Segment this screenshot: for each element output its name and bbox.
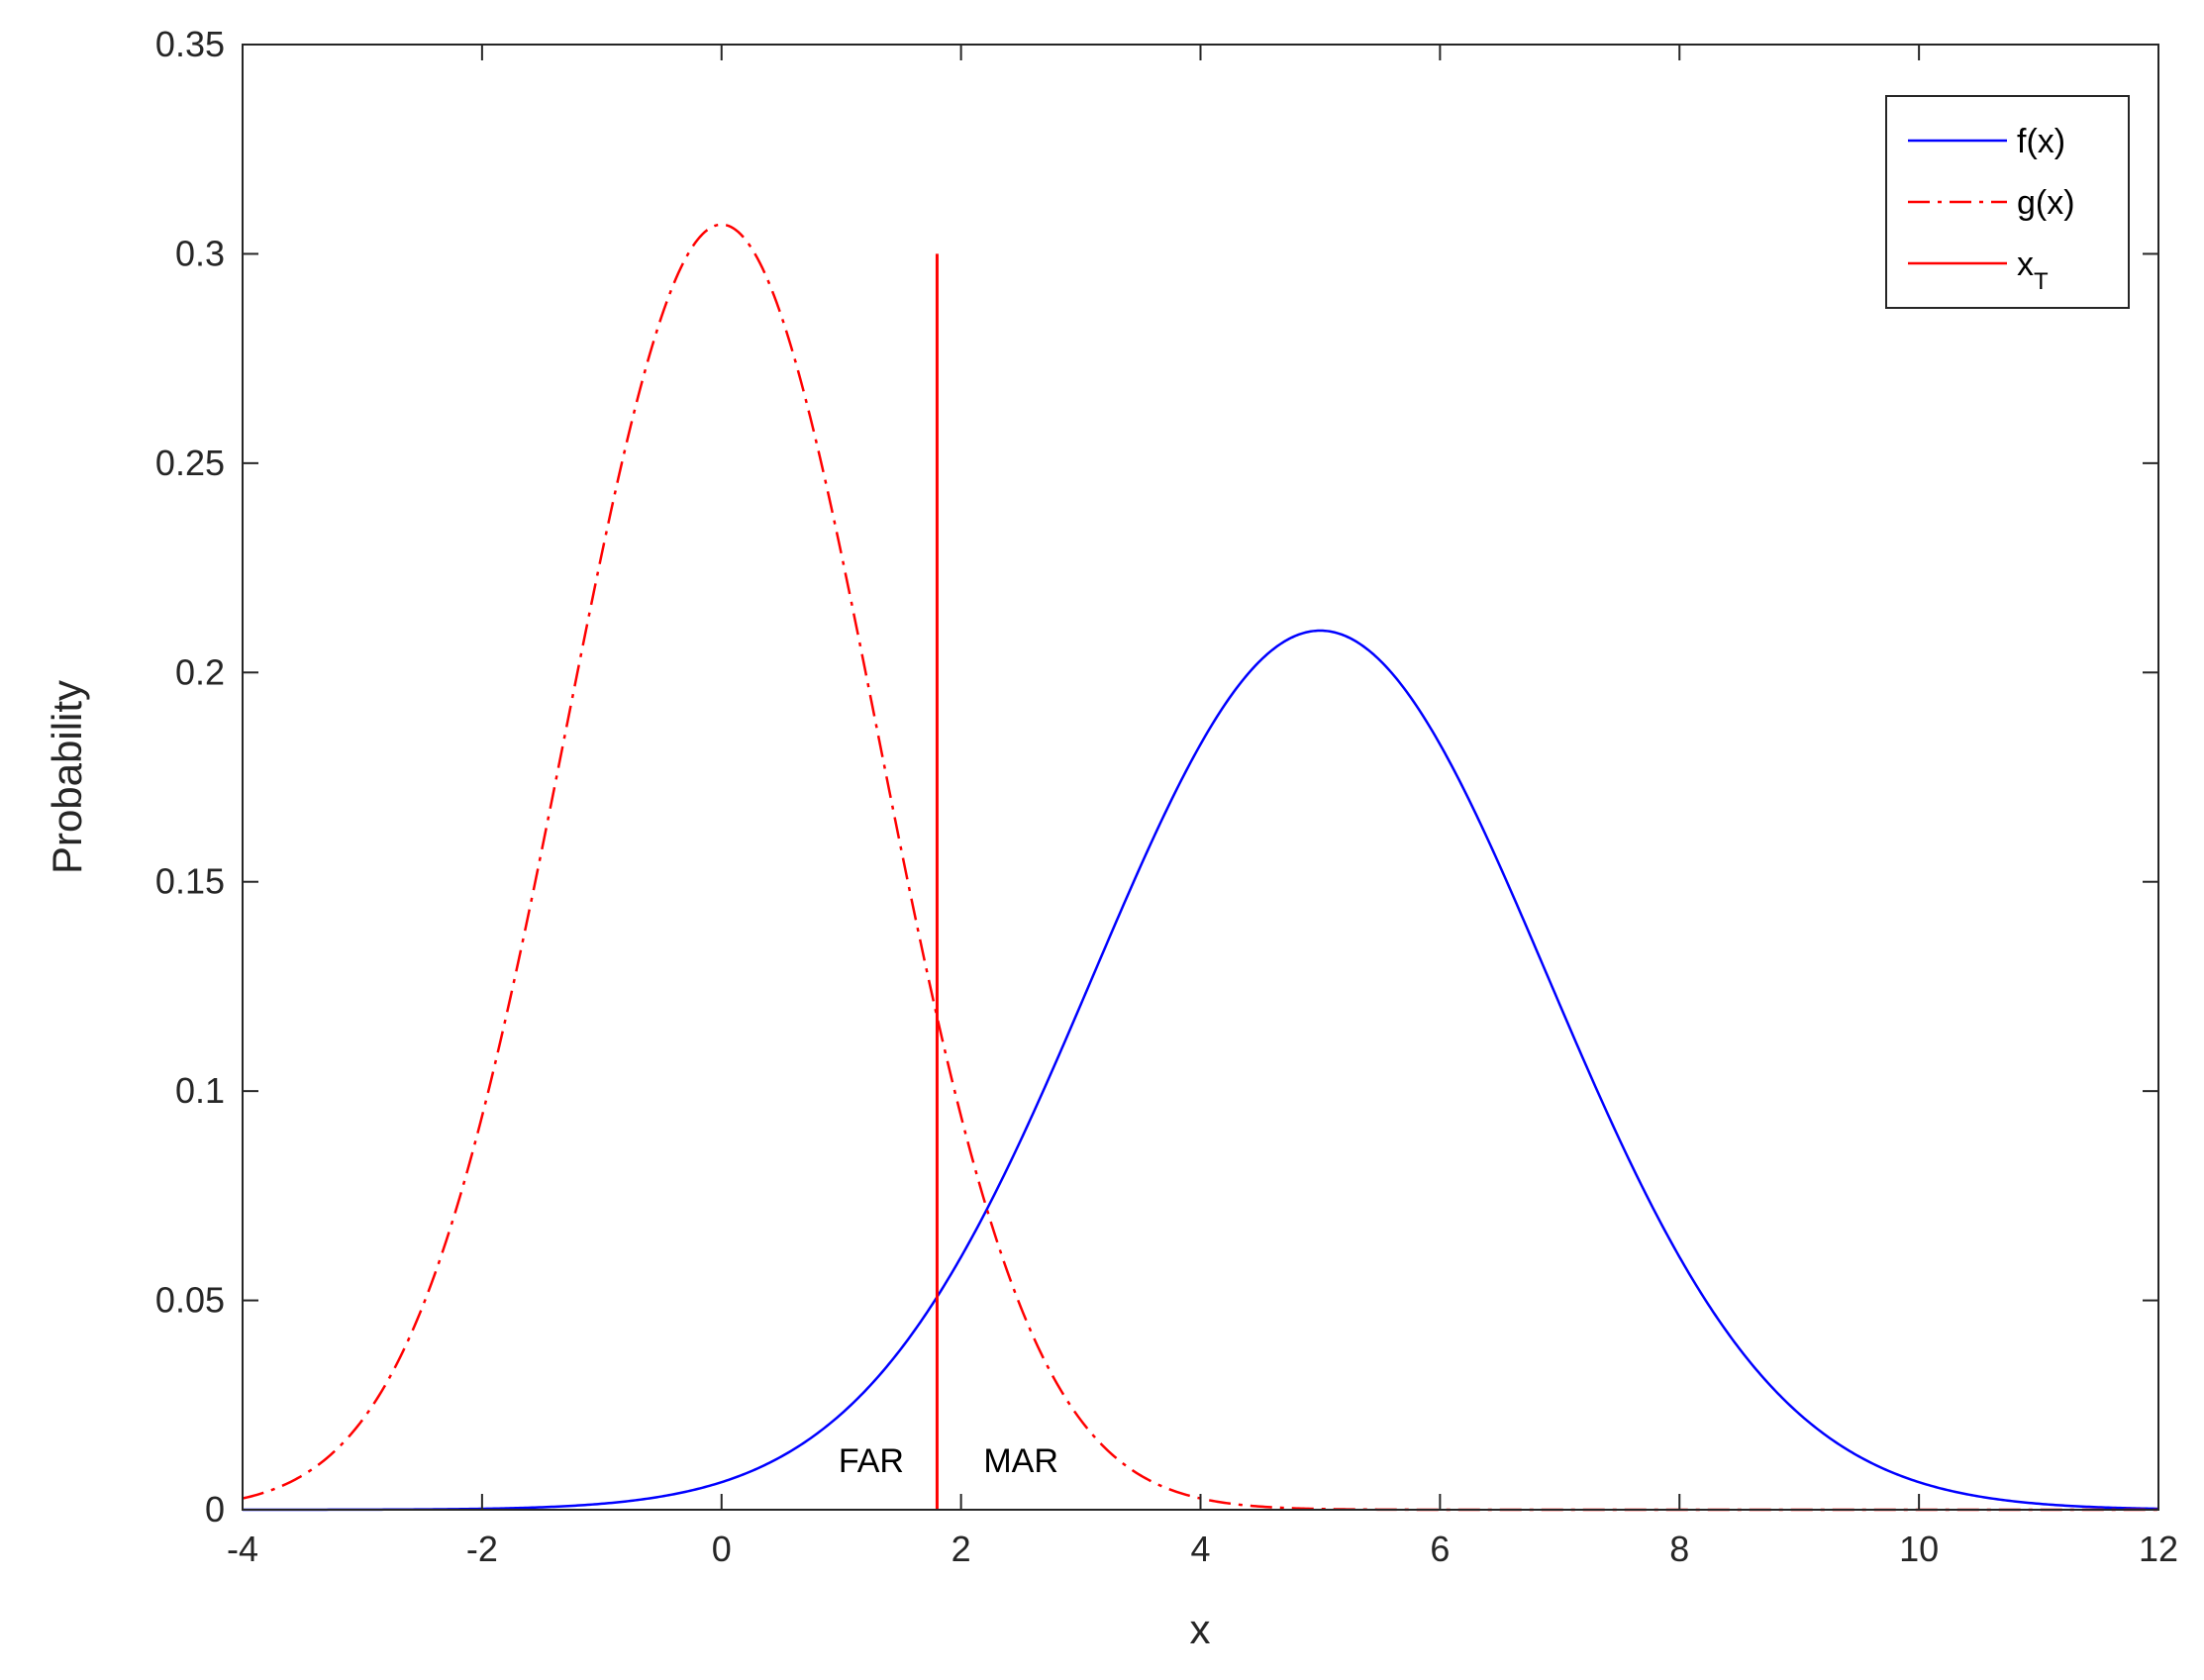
x-tick-label: 6 [1430,1529,1450,1569]
y-tick-label: 0.05 [155,1280,225,1321]
y-tick-label: 0.2 [175,651,225,692]
x-tick-label: 12 [2139,1529,2178,1569]
series-line-1 [243,629,2159,1512]
legend-label: g(x) [2017,184,2075,222]
legend-label-subscript: T [2034,268,2049,295]
x-tick-label: 0 [712,1529,732,1569]
plot-area [243,45,2158,1510]
x-tick-label: -2 [466,1529,498,1569]
y-axis-label: Probability [44,680,90,874]
x-tick-label: 4 [1190,1529,1210,1569]
x-tick-label: -4 [227,1529,258,1569]
x-tick-label: 2 [952,1529,971,1569]
x-tick-label: 10 [1899,1529,1939,1569]
y-tick-label: 0.15 [155,861,225,902]
annotation-far: FAR [839,1442,904,1480]
y-tick-label: 0.3 [175,233,225,273]
y-tick-label: 0.1 [175,1070,225,1111]
x-axis-label: x [1190,1606,1211,1652]
ticks: -4 -2 0 2 4 6 8 10 12 0 0.05 0.1 0.15 0.2 0.25 0.3 0.35 [155,24,2178,1569]
y-tick-label: 0.35 [155,24,225,64]
x-tick-label: 8 [1669,1529,1689,1569]
annotations: FAR MAR [839,1442,1058,1480]
y-tick-label: 0.25 [155,443,225,483]
annotation-mar: MAR [983,1442,1058,1480]
legend-label: f(x) [2017,123,2065,160]
legend: f(x)g(x)xT [1885,95,2130,309]
y-tick-label: 0 [205,1489,225,1530]
